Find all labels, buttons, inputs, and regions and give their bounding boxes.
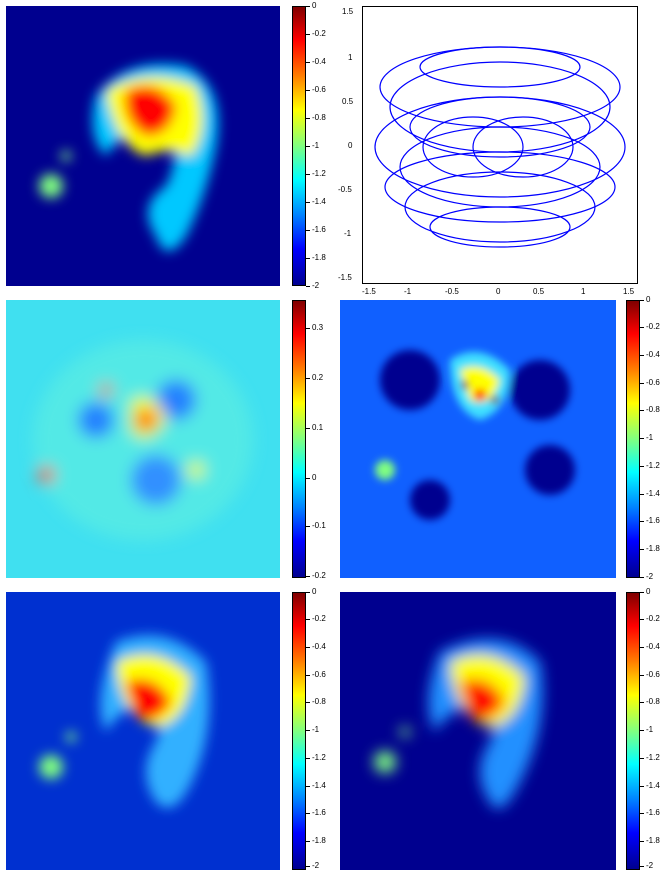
colorbar-tick: -2 xyxy=(639,861,654,870)
colorbar-tick: -1.2 xyxy=(640,753,660,762)
colorbar-tick: -0.6 xyxy=(306,670,326,679)
y-tick: -1.5 xyxy=(338,273,352,282)
colorbar-tick: -1.4 xyxy=(640,781,660,790)
colorbar-tick: -1.8 xyxy=(306,253,326,262)
colorbar-tick: 0 xyxy=(639,587,651,596)
galaxy-image-reference xyxy=(6,6,280,286)
colorbar-tick: -0.2 xyxy=(306,29,326,38)
x-tick: -1.5 xyxy=(362,287,376,296)
colorbar xyxy=(626,300,640,578)
colorbar-tick: -0.1 xyxy=(306,521,326,530)
x-tick: 1.5 xyxy=(623,287,635,296)
x-tick: -1 xyxy=(404,287,412,296)
colorbar-tick: -1 xyxy=(305,141,320,150)
y-tick: -1 xyxy=(344,229,352,238)
colorbar-tick: -1.2 xyxy=(306,753,326,762)
y-tick: 1 xyxy=(348,53,353,62)
colorbar-tick: -2 xyxy=(305,861,320,870)
colorbar-tick: -1 xyxy=(639,433,654,442)
colorbar-tick: -1.4 xyxy=(306,197,326,206)
x-tick: 0 xyxy=(496,287,501,296)
colorbar-tick: -0.8 xyxy=(640,405,660,414)
colorbar-tick: -0.8 xyxy=(640,697,660,706)
colorbar xyxy=(292,6,306,286)
trajectory-lines xyxy=(374,46,626,248)
colorbar-tick: -1 xyxy=(639,725,654,734)
colorbar-tick: -0.4 xyxy=(306,57,326,66)
colorbar-tick: -1.8 xyxy=(306,836,326,845)
colorbar-tick: -1.8 xyxy=(640,544,660,553)
colorbar-tick: -1.4 xyxy=(640,489,660,498)
dirty-image xyxy=(6,300,280,578)
colorbar-tick: -0.2 xyxy=(640,614,660,623)
colorbar-tick: 0.2 xyxy=(305,373,324,382)
colorbar-tick: -1.6 xyxy=(640,808,660,817)
colorbar-tick: -1.6 xyxy=(306,808,326,817)
colorbar-tick: -1.8 xyxy=(640,836,660,845)
colorbar-tick: -0.6 xyxy=(306,85,326,94)
y-tick: 0.5 xyxy=(342,97,354,106)
colorbar-tick: -1.2 xyxy=(640,461,660,470)
colorbar xyxy=(292,592,306,870)
colorbar xyxy=(626,592,640,870)
colorbar-tick: -0.2 xyxy=(306,614,326,623)
trajectory-plot xyxy=(362,6,638,284)
colorbar-tick: 0 xyxy=(305,1,317,10)
colorbar-tick: 0.1 xyxy=(305,423,324,432)
colorbar-tick: -2 xyxy=(639,572,654,581)
y-tick: 0 xyxy=(348,141,353,150)
colorbar-tick: -0.4 xyxy=(306,642,326,651)
colorbar-tick: -0.2 xyxy=(640,322,660,331)
colorbar-tick: -0.2 xyxy=(306,571,326,580)
colorbar-tick: -0.4 xyxy=(640,350,660,359)
reconstruction-image-3 xyxy=(340,592,616,870)
colorbar-tick: 0 xyxy=(305,473,317,482)
reconstruction-image-2 xyxy=(6,592,280,870)
colorbar-tick: -1.6 xyxy=(306,225,326,234)
colorbar-tick: -0.6 xyxy=(640,378,660,387)
colorbar-tick: -1.2 xyxy=(306,169,326,178)
x-tick: -0.5 xyxy=(445,287,459,296)
colorbar xyxy=(292,300,306,578)
colorbar-tick: 0 xyxy=(305,587,317,596)
y-tick: -0.5 xyxy=(338,185,352,194)
x-tick: 0.5 xyxy=(533,287,545,296)
colorbar-tick: -0.6 xyxy=(640,670,660,679)
colorbar-tick: -1.6 xyxy=(640,516,660,525)
colorbar-tick: -1.4 xyxy=(306,781,326,790)
colorbar-tick: -1 xyxy=(305,725,320,734)
reconstruction-image-1 xyxy=(340,300,616,578)
colorbar-tick: 0.3 xyxy=(305,323,324,332)
y-tick: 1.5 xyxy=(342,7,354,16)
colorbar-tick: -0.8 xyxy=(306,113,326,122)
colorbar-tick: -2 xyxy=(305,281,320,290)
x-tick: 1 xyxy=(581,287,586,296)
colorbar-tick: 0 xyxy=(639,295,651,304)
colorbar-tick: -0.4 xyxy=(640,642,660,651)
colorbar-tick: -0.8 xyxy=(306,697,326,706)
